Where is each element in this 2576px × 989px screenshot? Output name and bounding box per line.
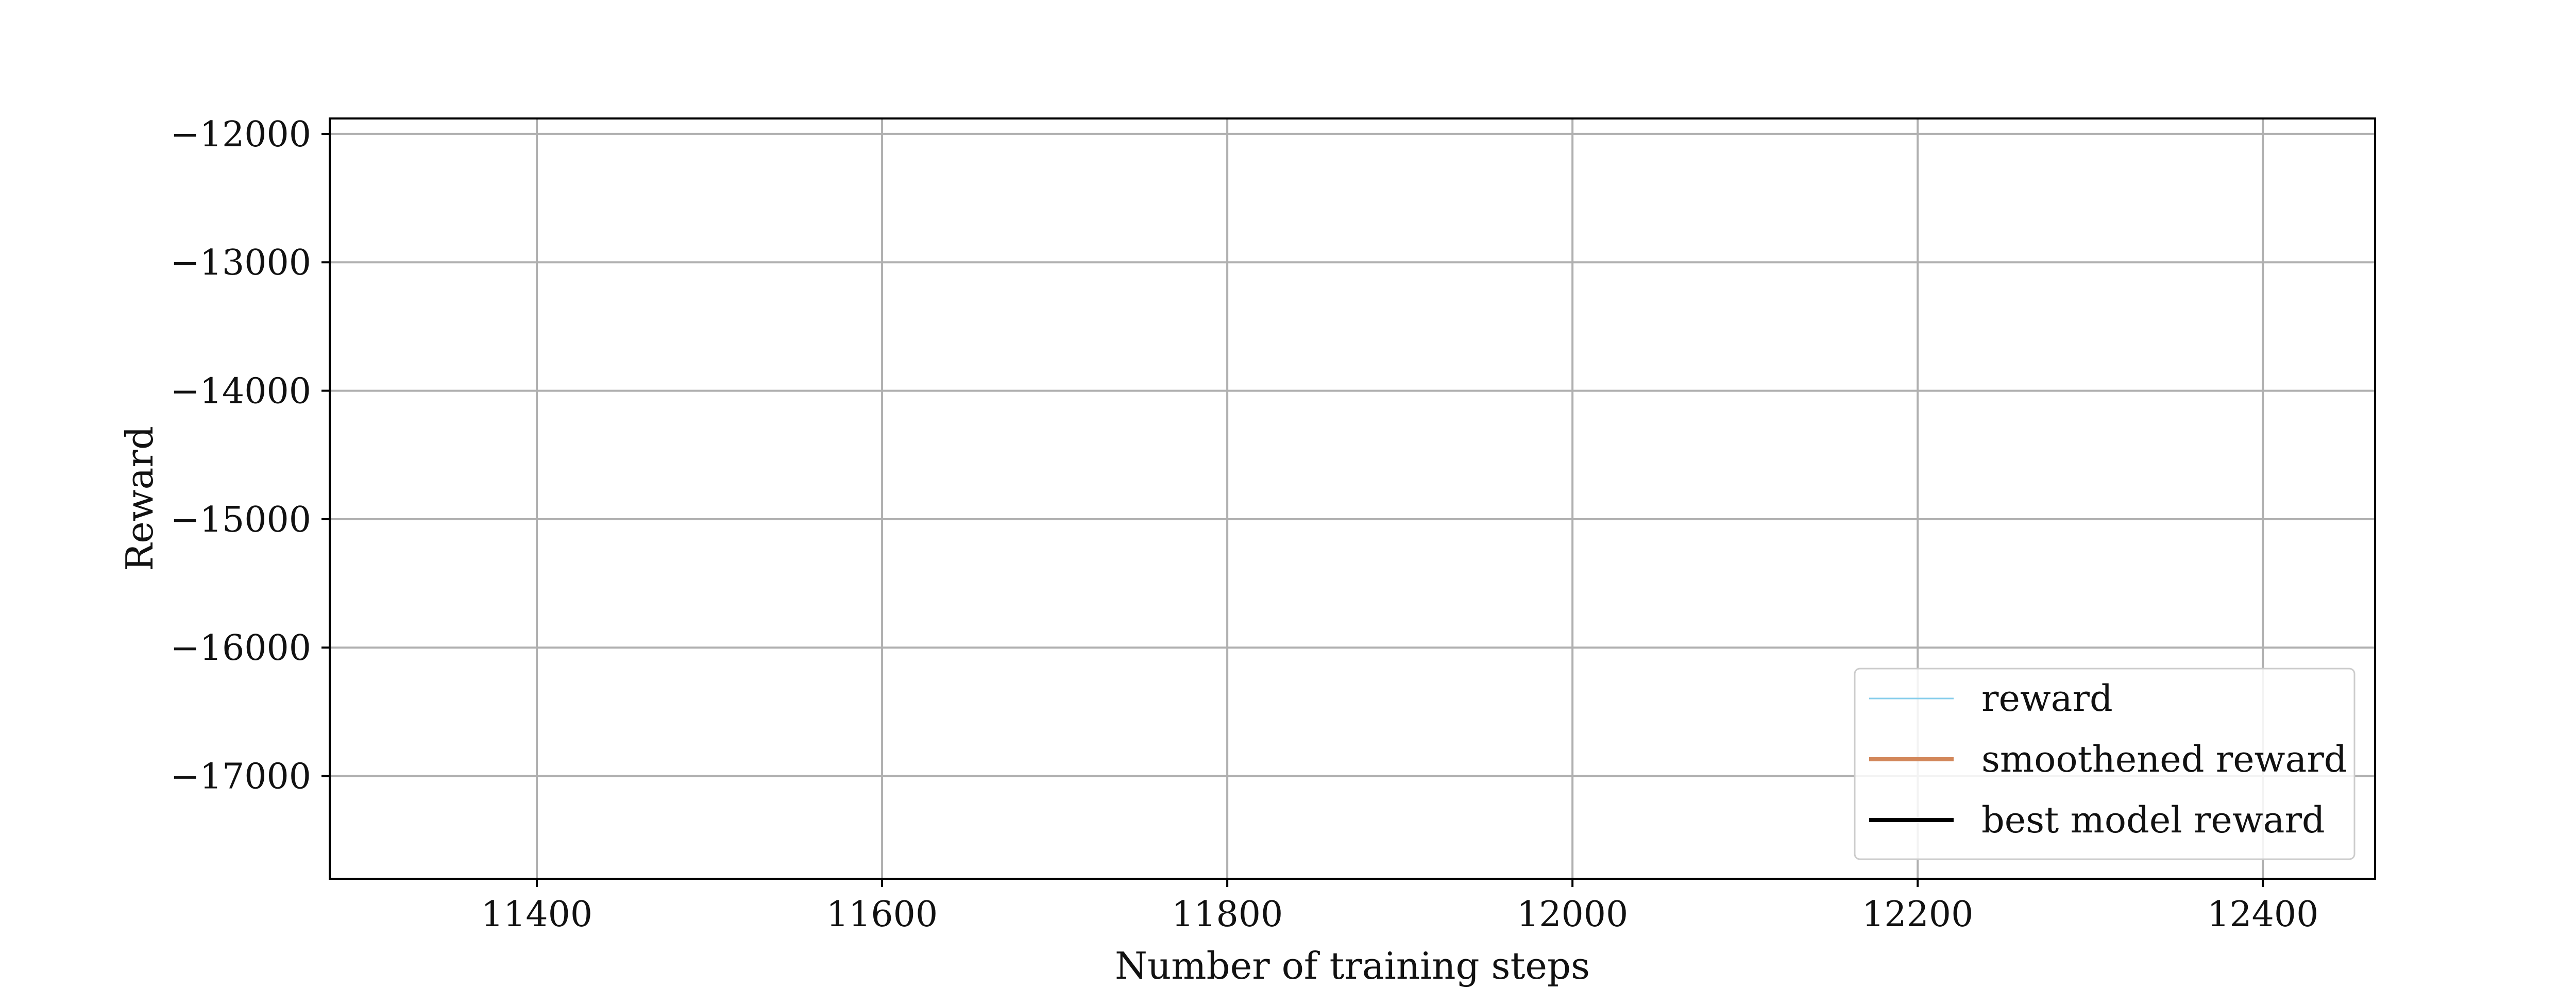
y-tick-label: −13000 [171,243,311,283]
y-tick-label: −17000 [171,757,311,797]
x-tick-label: 12200 [1862,894,1973,935]
x-axis-label: Number of training steps [1115,944,1590,987]
legend-box [1854,668,2355,860]
y-tick-label: −15000 [171,500,311,540]
plot-frame [329,117,2376,880]
legend: reward smoothened reward best model reward [1854,668,2355,860]
legend-label: smoothened reward [1981,738,2347,780]
x-tick-label: 12000 [1517,894,1628,935]
y-tick-label: −12000 [171,114,311,155]
y-tick-label: −16000 [171,628,311,669]
x-tick-label: 11800 [1172,894,1283,935]
y-axis-label: Reward [118,426,161,571]
grid [330,118,2375,879]
y-tick-label: −14000 [171,371,311,412]
x-tick-label: 12400 [2207,894,2318,935]
axis-ticks: 11400 11600 11800 12000 12200 12400 −12000 −130… [171,114,2319,935]
x-tick-label: 11600 [826,894,938,935]
x-tick-label: 11400 [481,894,592,935]
legend-label: reward [1981,677,2113,720]
legend-label: best model reward [1981,799,2325,841]
